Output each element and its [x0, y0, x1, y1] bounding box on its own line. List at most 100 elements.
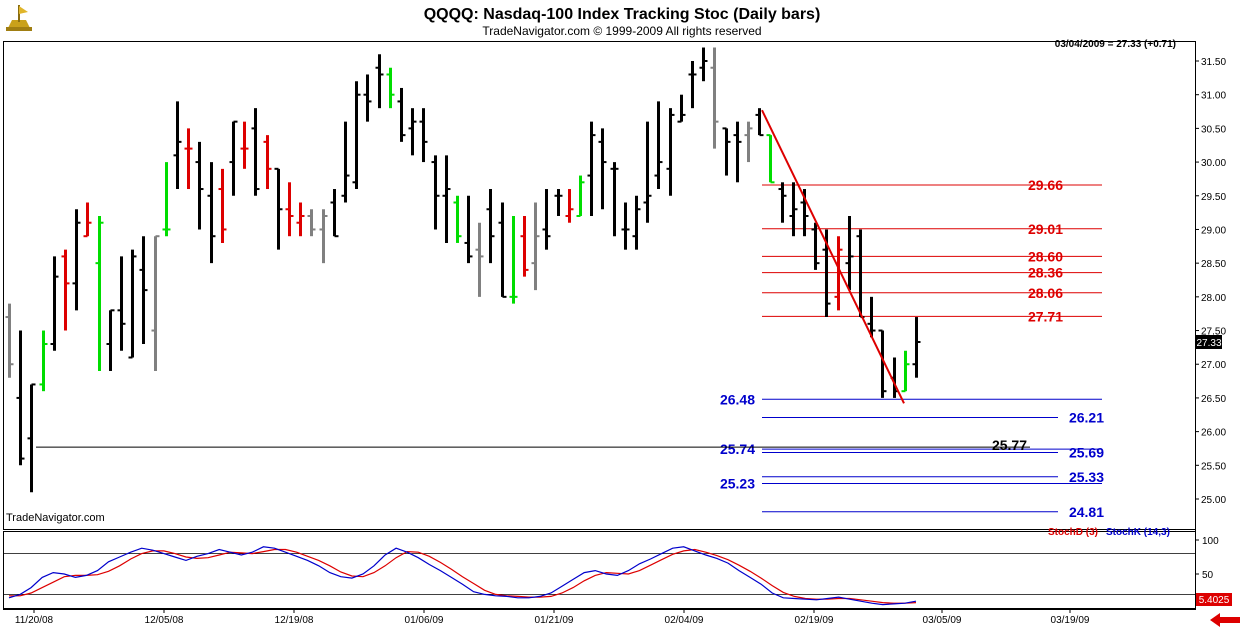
ohlc-bar: [643, 121, 652, 223]
ohlc-bar: [498, 202, 507, 298]
stoch-tick-label: 50: [1202, 570, 1214, 581]
logo-icon: [4, 4, 34, 32]
ohlc-bar: [341, 121, 350, 203]
reference-line-label: 25.77: [992, 437, 1027, 453]
ohlc-bar: [240, 121, 249, 169]
ohlc-bar: [319, 209, 328, 264]
ohlc-bar: [598, 128, 607, 210]
ohlc-bar: [229, 120, 238, 196]
ohlc-bar: [486, 189, 495, 264]
ohlc-bar: [375, 54, 384, 109]
ohlc-bar: [867, 296, 876, 338]
price-tick-label: 27.50: [1201, 327, 1226, 338]
date-tick-label: 01/06/09: [405, 615, 444, 626]
stoch-panel-frame: [3, 531, 1196, 609]
ohlc-bar: [61, 249, 70, 331]
ohlc-bar: [710, 47, 719, 149]
ohlc-bar: [352, 81, 361, 190]
ohlc-bar: [296, 202, 305, 237]
date-tick-label: 03/19/09: [1051, 615, 1090, 626]
ohlc-bar: [330, 189, 339, 238]
legend-stochk: StochK (14,3): [1106, 527, 1170, 538]
ohlc-bar: [453, 195, 462, 243]
ohlc-bar: [576, 175, 585, 217]
ohlc-bar: [554, 189, 563, 216]
price-tick-label: 29.50: [1201, 192, 1226, 203]
ohlc-bar: [766, 134, 775, 184]
ohlc-bar: [431, 155, 440, 230]
ohlc-bar: [184, 128, 193, 190]
price-tick-label: 30.50: [1201, 124, 1226, 135]
ohlc-bar: [531, 202, 540, 291]
support-label: 24.81: [1069, 504, 1104, 520]
price-panel-frame: [3, 41, 1196, 530]
date-axis: 11/20/08 12/05/08 12/19/08 01/06/09 01/21/09…: [15, 609, 1090, 626]
ohlc-bar: [173, 101, 182, 190]
last-price-marker: 27.33: [1196, 334, 1222, 349]
ohlc-bar: [789, 182, 798, 237]
price-tick-label: 25.50: [1201, 461, 1226, 472]
price-tick-label: 26.00: [1201, 428, 1226, 439]
last-quote-text: 03/04/2009 = 27.33 (+0.71): [1055, 39, 1176, 50]
support-label: 25.69: [1069, 445, 1104, 461]
price-axis: 31.50 31.00 30.50 30.00 29.50 29.00 28.50 28.00…: [1195, 57, 1226, 506]
ohlc-bar: [151, 235, 160, 371]
ohlc-bar: [39, 330, 48, 392]
ohlc-bar: [733, 121, 742, 183]
ohlc-bar: [363, 74, 372, 122]
ohlc-bar: [162, 162, 171, 237]
ohlc-bar: [263, 135, 272, 190]
price-tick-label: 27.00: [1201, 360, 1226, 371]
date-tick-label: 02/04/09: [665, 615, 704, 626]
ohlc-bars: [5, 47, 921, 493]
ohlc-bar: [587, 121, 596, 216]
downtrend-line: [761, 109, 905, 404]
support-label: 26.48: [720, 391, 755, 407]
ohlc-bar: [397, 87, 406, 142]
trend-line: [761, 109, 905, 404]
ohlc-bar: [778, 182, 787, 223]
ohlc-bar: [464, 195, 473, 264]
ohlc-bar: [520, 215, 529, 277]
ohlc-bar: [95, 215, 104, 371]
ohlc-bar: [195, 141, 204, 230]
price-tick-label: 28.00: [1201, 293, 1226, 304]
date-tick-label: 03/05/09: [923, 615, 962, 626]
ohlc-bar: [251, 108, 260, 196]
legend-stochd: StochD (3): [1048, 527, 1098, 538]
support-label: 25.74: [720, 441, 755, 457]
ohlc-bar: [218, 168, 227, 243]
date-tick-label: 12/19/08: [275, 615, 314, 626]
ohlc-bar: [27, 383, 36, 493]
date-tick-label: 11/20/08: [15, 615, 54, 626]
ohlc-bar: [632, 195, 641, 250]
ohlc-bar: [610, 162, 619, 237]
ohlc-bar: [621, 202, 630, 250]
scroll-right-button[interactable]: [1206, 612, 1242, 628]
ohlc-bar: [50, 256, 59, 351]
stochk-line: [8, 546, 917, 606]
ohlc-bar: [755, 108, 764, 137]
price-tick-label: 28.50: [1201, 259, 1226, 270]
stoch-last-value-label: 5.4025: [1199, 595, 1230, 606]
ohlc-bar: [83, 202, 92, 238]
support-label: 25.33: [1069, 469, 1104, 485]
ohlc-bar: [475, 222, 484, 297]
ohlc-bar: [677, 94, 686, 123]
ohlc-bar: [912, 317, 921, 378]
copyright-text: TradeNavigator.com © 1999-2009 All right…: [482, 24, 761, 38]
ohlc-bar: [654, 101, 663, 190]
ohlc-bar: [878, 329, 887, 398]
resistance-label: 28.60: [1028, 248, 1063, 264]
resistance-label: 29.01: [1028, 221, 1063, 237]
ohlc-bar: [666, 108, 675, 196]
ohlc-bar: [307, 209, 316, 237]
ohlc-bar: [811, 222, 820, 270]
ohlc-bar: [117, 256, 126, 351]
ohlc-bar: [722, 127, 731, 176]
ohlc-bar: [834, 236, 843, 311]
resistance-label: 28.36: [1028, 265, 1063, 281]
ohlc-bar: [285, 182, 294, 237]
